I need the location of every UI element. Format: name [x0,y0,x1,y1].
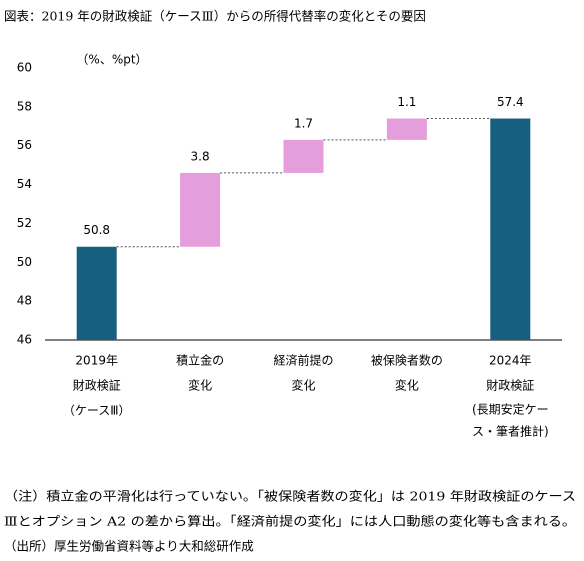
x-tick-label: 2019年 [75,354,118,368]
x-tick-label: ス・筆者推計) [472,424,549,439]
bar [386,118,427,140]
x-tick-label: 変化 [188,378,212,393]
y-axis-label: （%、%pt） [76,53,147,67]
note: （注）積立金の平滑化は行っていない。「被保険者数の変化」は 2019 年財政検証… [4,489,576,504]
value-label: 3.8 [191,149,210,163]
y-tick-label: 46 [17,333,32,347]
bar [283,139,324,173]
x-tick-label: 被保険者数の [371,353,443,368]
x-tick-label: 変化 [291,378,315,393]
y-tick-label: 58 [17,99,32,113]
bar [490,118,531,340]
value-label: 1.7 [294,116,313,130]
x-tick-label: 経済前提の [273,353,333,368]
x-tick-label: 財政検証 [486,378,534,393]
note: （出所）厚生労働省資料等より大和総研作成 [4,539,254,554]
x-tick-label: 変化 [395,378,419,393]
y-tick-label: 48 [17,294,32,308]
value-label: 57.4 [497,95,524,109]
y-tick-label: 52 [17,216,32,230]
note: Ⅲとオプション A2 の差から算出。「経済前提の変化」には人口動態の変化等も含ま… [4,514,576,529]
bar [76,246,117,340]
value-label: 1.1 [397,95,416,109]
x-tick-label: 財政検証 [73,378,121,393]
value-label: 50.8 [83,223,110,237]
x-tick-label: （ケースⅢ） [63,404,131,418]
x-tick-label: (長期安定ケー [472,402,549,417]
y-tick-label: 56 [17,138,32,152]
chart-title: 図表：2019 年の財政検証（ケースⅢ）からの所得代替率の変化とその要因 [4,9,426,24]
y-tick-label: 50 [17,255,32,269]
x-tick-label: 積立金の [176,353,224,368]
x-tick-label: 2024年 [489,354,532,368]
bar [180,172,221,247]
y-tick-label: 54 [17,177,32,191]
y-tick-label: 60 [17,61,32,75]
